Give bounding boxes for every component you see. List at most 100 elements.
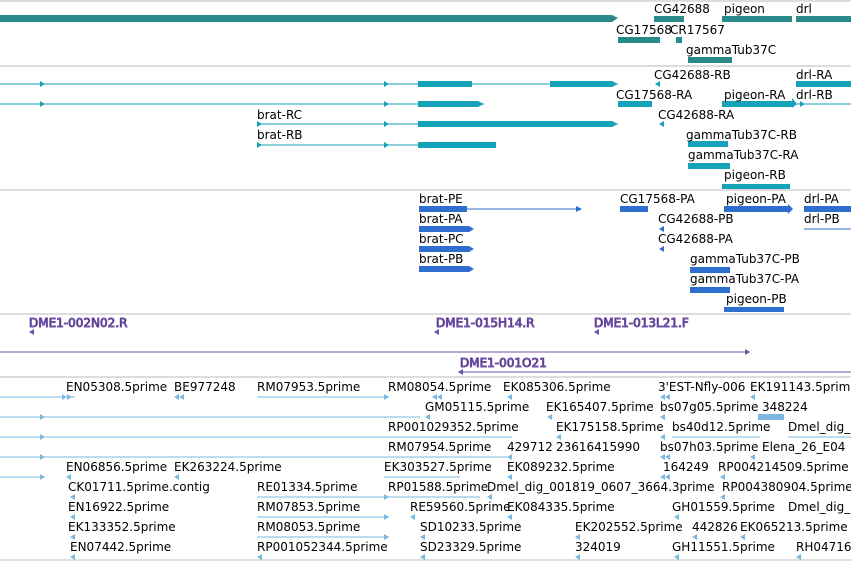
feature-glyph[interactable] xyxy=(419,246,469,252)
est-label[interactable]: RE01334.5prime xyxy=(257,480,358,494)
gene-track[interactable]: CG42688 pigeon drl CG17568 CR17567 gamma… xyxy=(0,2,851,63)
feature-glyph[interactable] xyxy=(40,414,45,420)
feature-glyph[interactable] xyxy=(70,534,75,540)
feature-glyph[interactable] xyxy=(575,554,580,560)
feature-glyph[interactable] xyxy=(550,81,612,87)
protein-label[interactable]: brat-PE xyxy=(419,192,463,206)
est-label[interactable]: EK191143.5prime xyxy=(750,380,851,394)
feature-glyph[interactable] xyxy=(432,394,442,400)
feature-glyph[interactable] xyxy=(418,81,472,87)
feature-glyph[interactable] xyxy=(40,101,45,107)
protein-label[interactable]: CG17568-PA xyxy=(620,192,696,206)
feature-glyph[interactable] xyxy=(674,554,679,560)
feature-glyph[interactable] xyxy=(690,267,730,273)
gene-label[interactable]: drl xyxy=(796,2,812,16)
est-label[interactable]: EK133352.5prime xyxy=(68,520,176,534)
feature-glyph[interactable] xyxy=(40,454,45,460)
feature-glyph[interactable] xyxy=(796,81,851,87)
protein-label[interactable]: drl-PA xyxy=(804,192,840,206)
est-label[interactable]: EN16922.5prime xyxy=(68,500,169,514)
est-label[interactable]: RE59560.5prime xyxy=(410,500,511,514)
est-label[interactable]: 3'EST-Nfly-006 xyxy=(658,380,745,394)
est-label[interactable]: Dmel_dig_ xyxy=(788,420,851,434)
protein-label[interactable]: drl-PB xyxy=(804,212,840,226)
protein-label[interactable]: CG42688-PB xyxy=(658,212,734,226)
gene-feature-brat[interactable] xyxy=(0,15,618,22)
feature-glyph[interactable] xyxy=(556,434,561,440)
protein-label[interactable]: gammaTub37C-PB xyxy=(690,252,800,266)
est-label[interactable]: RM07853.5prime xyxy=(257,500,360,514)
feature-glyph[interactable] xyxy=(659,226,664,232)
feature-glyph[interactable] xyxy=(660,454,670,460)
feature-glyph[interactable] xyxy=(469,246,474,252)
transcript-label[interactable]: drl-RA xyxy=(796,68,833,82)
gene-label[interactable]: pigeon xyxy=(724,2,765,16)
feature-glyph[interactable] xyxy=(740,534,745,540)
gene-feature[interactable] xyxy=(676,37,682,43)
est-label[interactable]: EK303527.5prime xyxy=(384,460,492,474)
feature-glyph[interactable] xyxy=(722,101,792,107)
est-label[interactable]: EK065213.5prime xyxy=(740,520,848,534)
gene-feature[interactable] xyxy=(618,37,660,43)
transcript-label[interactable]: drl-RB xyxy=(796,88,833,102)
est-label[interactable]: RP001052344.5prime xyxy=(257,540,388,554)
protein-label[interactable]: gammaTub37C-PA xyxy=(690,272,800,286)
clone-track[interactable]: DME1-002N02.R DME1-015H14.R DME1-013L21.… xyxy=(0,316,851,375)
est-label[interactable]: 348224 xyxy=(762,400,808,414)
feature-glyph[interactable] xyxy=(690,287,730,293)
est-label[interactable]: RM07953.5prime xyxy=(257,380,360,394)
feature-glyph[interactable] xyxy=(507,394,512,400)
est-label[interactable]: EN05308.5prime xyxy=(66,380,167,394)
est-label[interactable]: bs07h03.5prime xyxy=(660,440,758,454)
feature-glyph[interactable] xyxy=(257,121,262,127)
feature-glyph[interactable] xyxy=(507,514,512,520)
est-label[interactable]: EK175158.5prime xyxy=(556,420,664,434)
gene-feature[interactable] xyxy=(722,16,792,22)
est-label[interactable]: EK084335.5prime xyxy=(507,500,615,514)
feature-glyph[interactable] xyxy=(418,101,478,107)
est-label[interactable]: 324019 xyxy=(575,540,621,554)
feature-glyph[interactable] xyxy=(674,514,679,520)
est-label[interactable]: EK263224.5prime xyxy=(174,460,282,474)
protein-label[interactable]: brat-PB xyxy=(419,252,463,266)
feature-glyph[interactable] xyxy=(410,514,415,520)
est-label[interactable]: EK202552.5prime xyxy=(575,520,683,534)
transcript-label[interactable]: CG17568-RA xyxy=(616,88,693,102)
est-label[interactable]: GM05115.5prime xyxy=(425,400,529,414)
est-label[interactable]: bs07g05.5prime xyxy=(660,400,758,414)
feature-glyph[interactable] xyxy=(384,81,389,87)
feature-glyph[interactable] xyxy=(655,81,660,87)
gene-feature[interactable] xyxy=(654,16,684,22)
transcript-label[interactable]: gammaTub37C-RA xyxy=(688,148,799,162)
feature-glyph[interactable] xyxy=(384,514,389,520)
feature-glyph[interactable] xyxy=(469,226,474,232)
feature-glyph[interactable] xyxy=(469,266,474,272)
protein-label[interactable]: pigeon-PB xyxy=(726,292,787,306)
feature-glyph[interactable] xyxy=(788,204,793,214)
gene-feature[interactable] xyxy=(796,16,851,22)
feature-glyph[interactable] xyxy=(594,329,599,335)
feature-glyph[interactable] xyxy=(796,554,801,560)
est-label[interactable]: RP01588.5prime xyxy=(388,480,488,494)
transcript-label[interactable]: CG42688-RA xyxy=(658,108,735,122)
feature-glyph[interactable] xyxy=(660,474,670,480)
feature-glyph[interactable] xyxy=(66,474,71,480)
feature-glyph[interactable] xyxy=(458,369,463,375)
est-label[interactable]: GH01559.5prime xyxy=(672,500,775,514)
feature-glyph[interactable] xyxy=(419,206,467,212)
feature-glyph[interactable] xyxy=(722,184,790,189)
est-label[interactable]: EK089232.5prime xyxy=(507,460,615,474)
feature-glyph[interactable] xyxy=(688,141,728,147)
transcript-label[interactable]: brat-RB xyxy=(257,128,303,142)
feature-glyph[interactable] xyxy=(419,266,469,272)
transcript-label[interactable]: gammaTub37C-RB xyxy=(686,128,797,142)
clone-label[interactable]: DME1-015H14.R xyxy=(436,316,536,331)
feature-glyph[interactable] xyxy=(660,434,665,440)
est-label[interactable]: BE977248 xyxy=(174,380,236,394)
feature-glyph[interactable] xyxy=(575,534,580,540)
est-label[interactable]: 23616415990 xyxy=(556,440,640,454)
est-label[interactable]: 429712 xyxy=(507,440,553,454)
feature-glyph[interactable] xyxy=(688,163,730,169)
clone-label[interactable]: DME1-001O21 xyxy=(460,356,548,371)
